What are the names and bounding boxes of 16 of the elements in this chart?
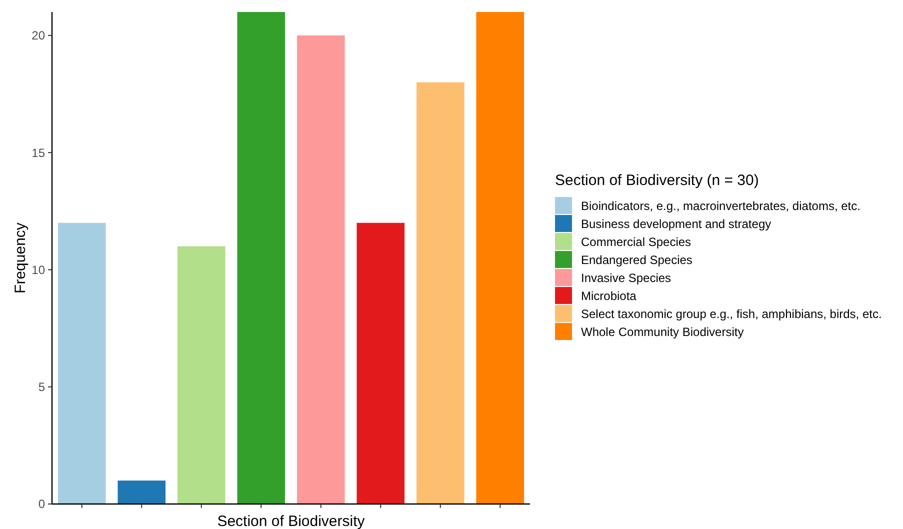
- legend-label: Endangered Species: [581, 253, 692, 268]
- y-tick-label: 10: [32, 262, 46, 277]
- y-tick-label: 20: [32, 28, 46, 43]
- legend-label: Commercial Species: [581, 235, 692, 250]
- legend-label: Microbiota: [581, 289, 637, 304]
- legend-title: Section of Biodiversity (n = 30): [555, 172, 759, 189]
- x-axis-title: Section of Biodiversity: [217, 513, 366, 529]
- y-tick-label: 15: [32, 146, 46, 160]
- legend-label: Business development and strategy: [581, 217, 772, 232]
- y-tick-label: 5: [38, 380, 46, 394]
- legend-label: Whole Community Biodiversity: [581, 325, 744, 340]
- y-axis-title: Frequency: [12, 222, 29, 294]
- legend-label: Select taxonomic group e.g., fish, amphibians, birds, etc.: [581, 307, 882, 322]
- y-tick-label: 0: [38, 497, 46, 512]
- legend-label: Bioindicators, e.g., macroinvertebrates, diatoms, etc.: [581, 199, 860, 214]
- legend-label: Invasive Species: [581, 271, 672, 286]
